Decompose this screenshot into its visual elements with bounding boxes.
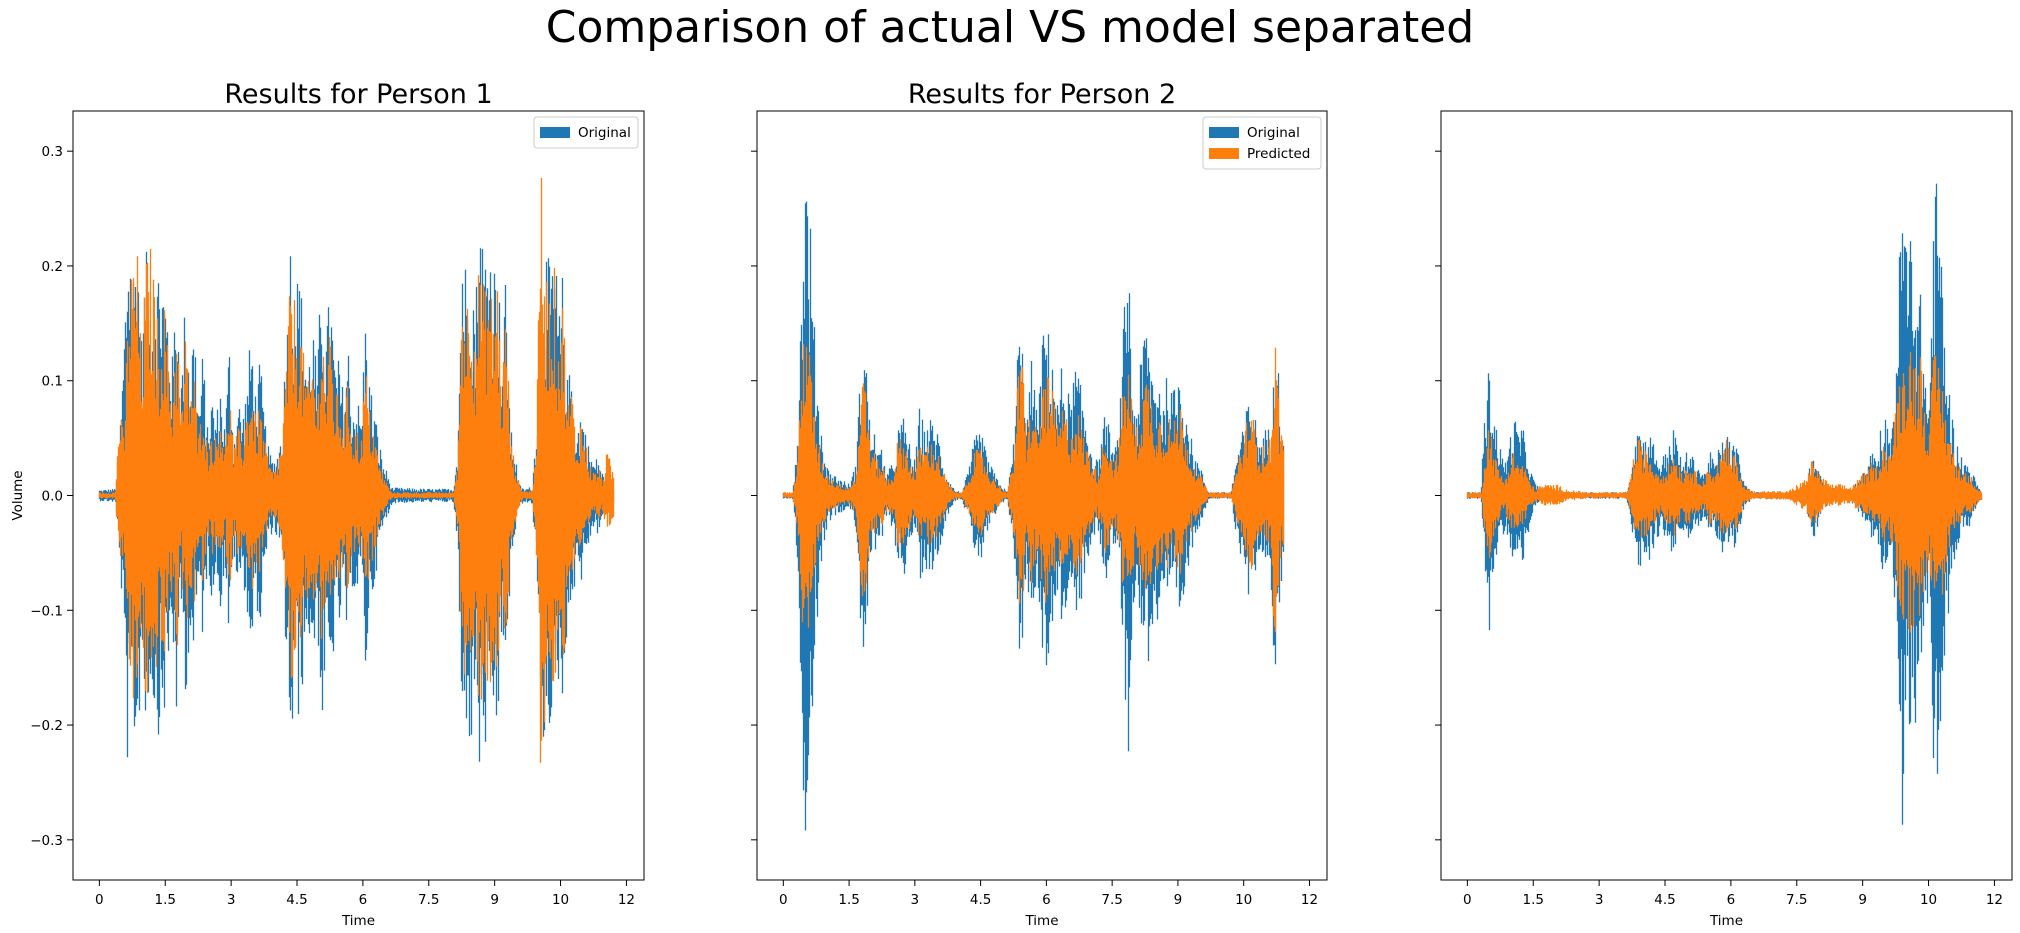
plot-area — [782, 201, 1285, 831]
legend-box — [533, 116, 639, 149]
legend: Original Predicted — [1202, 116, 1322, 170]
x-tick-label: 10 — [1920, 892, 1937, 908]
legend-swatch-predicted — [1209, 148, 1239, 159]
x-axis-label: Time — [341, 913, 375, 929]
figure-title: Comparison of actual VS model separated — [545, 2, 1475, 53]
y-tick-label: −0.3 — [30, 833, 63, 849]
x-tick-label: 1.5 — [1522, 892, 1543, 908]
x-tick-label: 9 — [490, 892, 499, 908]
panel-title: Results for Person 1 — [224, 79, 492, 110]
x-tick-label: 3 — [1595, 892, 1604, 908]
x-tick-label: 3 — [227, 892, 236, 908]
y-tick-label: 0.0 — [42, 489, 63, 505]
panel-3: 0 1.5 3 4.5 6 7.5 9 10 12 Time — [1435, 110, 2013, 929]
x-tick-label: 12 — [618, 892, 635, 908]
panel-person-2: 0 1.5 3 4.5 6 7.5 9 10 12 Time Results for Person … — [751, 79, 1328, 929]
legend-swatch-original — [540, 127, 570, 138]
x-tick-label: 12 — [1301, 892, 1318, 908]
legend: Original — [533, 116, 639, 149]
legend-swatch-original — [1209, 127, 1239, 138]
x-tick-label: 10 — [1235, 892, 1252, 908]
x-tick-label: 1.5 — [154, 892, 175, 908]
series-predicted-line — [98, 178, 615, 763]
legend-label-predicted: Predicted — [1247, 146, 1310, 162]
x-tick-label: 9 — [1858, 892, 1867, 908]
y-tick-label: −0.1 — [30, 603, 63, 619]
x-tick-label: 7.5 — [1786, 892, 1807, 908]
plot-area — [98, 178, 615, 763]
legend-label-original: Original — [578, 125, 631, 141]
y-tick-label: 0.3 — [42, 144, 63, 160]
x-tick-label: 7.5 — [418, 892, 439, 908]
x-tick-label: 10 — [552, 892, 569, 908]
x-axis-label: Time — [1709, 913, 1743, 929]
x-tick-label: 0 — [779, 892, 788, 908]
x-tick-label: 9 — [1174, 892, 1183, 908]
x-tick-label: 1.5 — [838, 892, 859, 908]
x-tick-label: 6 — [1727, 892, 1736, 908]
y-tick-label: 0.2 — [42, 259, 63, 275]
x-tick-label: 6 — [359, 892, 368, 908]
y-tick-label: 0.1 — [42, 374, 63, 390]
x-tick-label: 4.5 — [1654, 892, 1675, 908]
panel-person-1: 0 1.5 3 4.5 6 7.5 9 10 12 −0.3 −0.2 −0.1 0.0 0.1 0.2 0.… — [10, 79, 645, 929]
panel-title: Results for Person 2 — [908, 79, 1176, 110]
x-tick-label: 4.5 — [286, 892, 307, 908]
x-tick-label: 7.5 — [1101, 892, 1122, 908]
legend-label-original: Original — [1247, 125, 1300, 141]
x-tick-label: 12 — [1986, 892, 2003, 908]
x-tick-label: 4.5 — [970, 892, 991, 908]
series-predicted-line — [782, 344, 1285, 633]
x-axis-label: Time — [1024, 913, 1058, 929]
x-tick-label: 6 — [1042, 892, 1051, 908]
x-tick-label: 0 — [95, 892, 104, 908]
x-tick-label: 0 — [1463, 892, 1472, 908]
x-tick-label: 3 — [911, 892, 920, 908]
plot-area — [1466, 183, 1983, 825]
y-tick-label: −0.2 — [30, 718, 63, 734]
series-predicted-line — [1466, 351, 1983, 633]
y-axis-label: Volume — [10, 470, 26, 520]
